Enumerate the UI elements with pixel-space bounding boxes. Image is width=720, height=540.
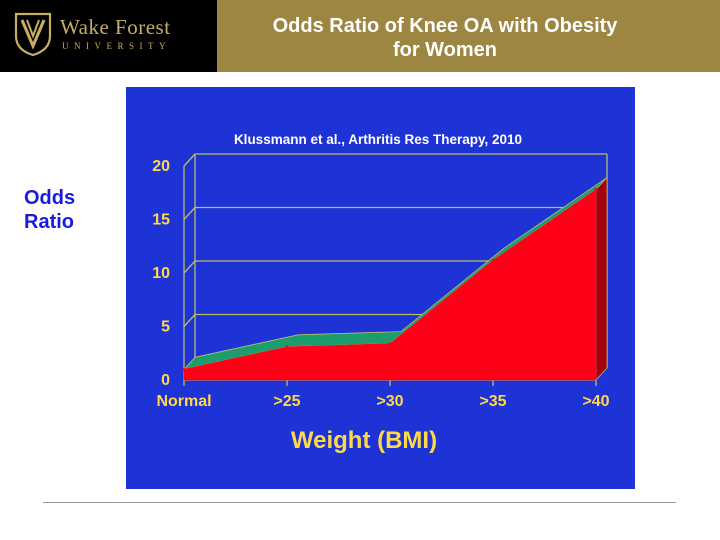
data-point-0	[182, 367, 186, 371]
y-axis-label: Odds Ratio	[24, 186, 75, 234]
slide-title-line-2: for Women	[392, 39, 498, 61]
x-tick-label: >25	[273, 393, 300, 410]
x-tick-label: >35	[479, 393, 506, 410]
series-side-face	[595, 176, 608, 382]
x-axis-label: Weight (BMI)	[291, 427, 437, 454]
y-tick-label: 5	[161, 319, 170, 336]
series-front-area	[183, 189, 597, 381]
data-point-4	[594, 188, 598, 192]
y-tick-label: 0	[161, 372, 170, 389]
slide-title: Odds Ratio of Knee OA with Obesity for W…	[217, 14, 673, 62]
x-tick-label: Normal	[156, 393, 211, 410]
logo-band: Wake Forest UNIVERSITY	[0, 0, 217, 72]
gridline-side	[183, 314, 196, 327]
gridline-side	[183, 153, 196, 167]
footer-divider	[43, 502, 676, 503]
tick-labels: Normal >25 >30 >35 >40 0 5 10 15 20	[152, 158, 609, 410]
x-tick-label: >40	[582, 393, 609, 410]
data-point-1	[285, 345, 289, 349]
series-area	[182, 176, 608, 382]
gridline-side	[183, 207, 196, 220]
x-tick-label: >30	[376, 393, 403, 410]
y-tick-label: 20	[152, 158, 170, 175]
y-axis-label-line-2: Ratio	[24, 211, 74, 233]
logo-subtitle: UNIVERSITY	[62, 41, 171, 51]
odds-ratio-chart: Klussmann et al., Arthritis Res Therapy,…	[126, 87, 635, 489]
title-band	[217, 0, 720, 72]
slide-title-line-1: Odds Ratio of Knee OA with Obesity	[272, 15, 618, 37]
gridline-side	[183, 260, 196, 274]
y-tick-label: 15	[152, 212, 170, 229]
logo-name: Wake Forest	[60, 15, 171, 39]
chart-subtitle: Klussmann et al., Arthritis Res Therapy,…	[234, 132, 522, 147]
y-axis-label-line-1: Odds	[24, 187, 76, 209]
y-tick-label: 10	[152, 265, 170, 282]
data-point-2	[388, 342, 392, 346]
data-point-3	[491, 258, 495, 262]
wake-forest-shield-icon	[14, 12, 52, 56]
